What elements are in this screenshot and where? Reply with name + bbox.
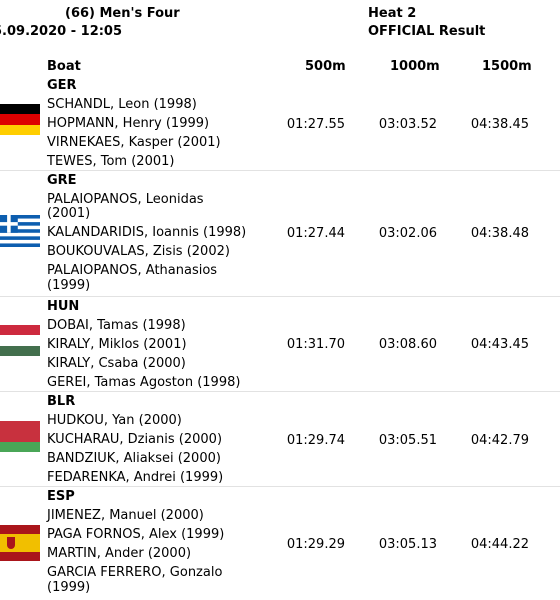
rower-name: GARCIA FERRERO, Gonzalo <box>47 565 223 580</box>
event-datetime: 5.09.2020 - 12:05 <box>0 24 123 39</box>
split-500m: 01:29.29 <box>286 537 345 552</box>
boat-column-header: Boat <box>47 59 81 74</box>
rower-name: PALAIOPANOS, Leonidas <box>47 192 204 207</box>
rower-name: HOPMANN, Henry (1999) <box>47 116 210 131</box>
1000m-column-header: 1000m <box>390 59 440 74</box>
rower-name: BOUKOUVALAS, Zisis (2002) <box>47 244 230 259</box>
split-500m: 01:31.70 <box>286 337 345 352</box>
rower-name: FEDARENKA, Andrei (1999) <box>47 470 224 485</box>
rower-name: KIRALY, Miklos (2001) <box>47 337 187 352</box>
split-1000m: 03:05.51 <box>378 433 437 448</box>
rower-name: PAGA FORNOS, Alex (1999) <box>47 527 225 542</box>
rower-name: SCHANDL, Leon (1998) <box>47 97 197 112</box>
heat-label: Heat 2 <box>368 6 417 21</box>
rower-name: HUDKOU, Yan (2000) <box>47 413 182 428</box>
coat-of-arms-icon <box>7 537 15 549</box>
split-1500m: 04:38.48 <box>470 226 529 241</box>
gre-flag-icon <box>0 215 40 247</box>
rower-name: VIRNEKAES, Kasper (2001) <box>47 135 221 150</box>
split-1000m: 03:05.13 <box>378 537 437 552</box>
country-code: HUN <box>47 299 80 314</box>
rower-name: JIMENEZ, Manuel (2000) <box>47 508 204 523</box>
event-title: (66) Men's Four <box>65 6 180 21</box>
row-divider <box>0 170 560 171</box>
rower-name: (1999) <box>47 278 91 293</box>
hun-flag-icon <box>0 325 40 356</box>
country-code: GRE <box>47 173 77 188</box>
blr-flag-icon <box>0 421 40 452</box>
split-1000m: 03:08.60 <box>378 337 437 352</box>
rower-name: BANDZIUK, Aliaksei (2000) <box>47 451 221 466</box>
esp-flag-icon <box>0 525 40 561</box>
rower-name: KIRALY, Csaba (2000) <box>47 356 186 371</box>
split-1500m: 04:42.79 <box>470 433 529 448</box>
rower-name: KUCHARAU, Dzianis (2000) <box>47 432 223 447</box>
rower-name: PALAIOPANOS, Athanasios <box>47 263 218 278</box>
row-divider <box>0 296 560 297</box>
split-1000m: 03:03.52 <box>378 117 437 132</box>
rower-name: MARTIN, Ander (2000) <box>47 546 192 561</box>
split-1000m: 03:02.06 <box>378 226 437 241</box>
row-divider <box>0 486 560 487</box>
rower-name: KALANDARIDIS, Ioannis (1998) <box>47 225 247 240</box>
row-divider <box>0 391 560 392</box>
rower-name: (1999) <box>47 580 91 595</box>
result-status: OFFICIAL Result <box>368 24 486 39</box>
1500m-column-header: 1500m <box>482 59 532 74</box>
500m-column-header: 500m <box>305 59 346 74</box>
split-500m: 01:27.55 <box>286 117 345 132</box>
split-500m: 01:27.44 <box>286 226 345 241</box>
rower-name: GEREI, Tamas Agoston (1998) <box>47 375 241 390</box>
country-code: ESP <box>47 489 75 504</box>
split-1500m: 04:38.45 <box>470 117 529 132</box>
rower-name: (2001) <box>47 206 91 221</box>
rower-name: TEWES, Tom (2001) <box>47 154 175 169</box>
country-code: BLR <box>47 394 76 409</box>
ger-flag-icon <box>0 104 40 135</box>
rower-name: DOBAI, Tamas (1998) <box>47 318 186 333</box>
country-code: GER <box>47 78 77 93</box>
split-500m: 01:29.74 <box>286 433 345 448</box>
split-1500m: 04:43.45 <box>470 337 529 352</box>
split-1500m: 04:44.22 <box>470 537 529 552</box>
